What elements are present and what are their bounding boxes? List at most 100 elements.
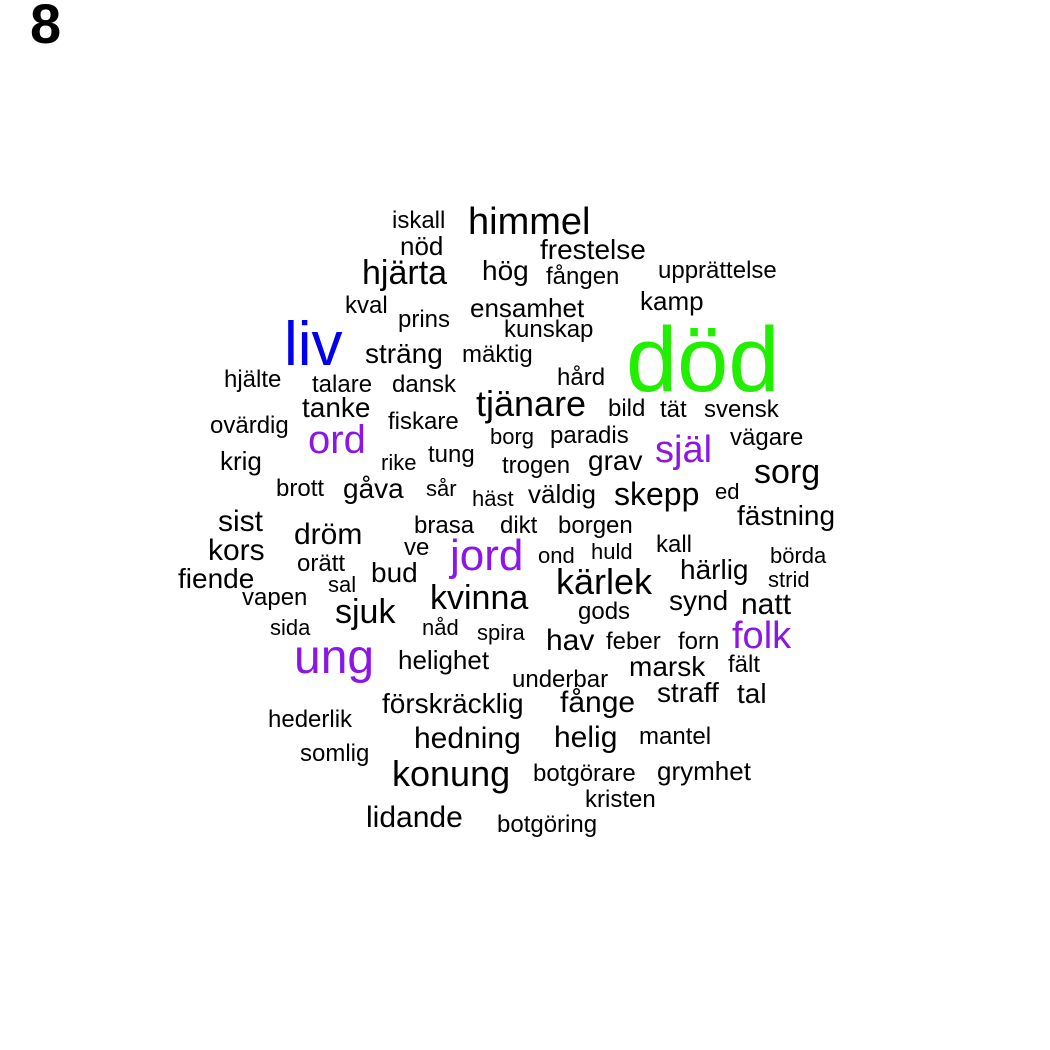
cloud-word: häst: [472, 486, 514, 511]
cloud-word: mäktig: [462, 341, 533, 368]
cloud-word: natt: [741, 588, 792, 621]
cloud-word: börda: [770, 543, 827, 568]
cloud-word: sträng: [365, 338, 443, 369]
cloud-word: bild: [608, 395, 646, 422]
cloud-word: helig: [554, 721, 618, 754]
cloud-word: ond: [538, 543, 575, 568]
cloud-word: hav: [546, 624, 595, 657]
cloud-word: kamp: [640, 286, 704, 316]
cloud-word: konung: [392, 753, 511, 794]
cloud-word: fält: [728, 651, 761, 678]
cloud-word: marsk: [629, 651, 706, 682]
cloud-word: helighet: [398, 645, 490, 675]
cloud-word: ensamhet: [470, 293, 585, 323]
cloud-word: mantel: [639, 723, 712, 750]
cloud-word: sår: [426, 476, 457, 501]
cloud-word: fästning: [737, 500, 836, 531]
cloud-word: liv: [284, 310, 343, 379]
panel-label: 8: [30, 0, 62, 55]
cloud-word: ord: [308, 418, 366, 462]
cloud-word: fången: [546, 263, 620, 290]
cloud-word: upprättelse: [658, 257, 777, 284]
cloud-word: tjänare: [476, 383, 587, 424]
cloud-word: kunskap: [504, 316, 594, 343]
cloud-word: hög: [482, 255, 529, 286]
cloud-word: paradis: [550, 422, 629, 449]
cloud-word: himmel: [468, 201, 591, 243]
cloud-word: hård: [557, 364, 606, 391]
cloud-word: underbar: [512, 666, 609, 693]
cloud-word: tanke: [302, 392, 371, 423]
cloud-word: ve: [404, 534, 430, 561]
cloud-word: tung: [428, 441, 475, 468]
cloud-word: hjälte: [224, 366, 282, 393]
cloud-word: brasa: [414, 512, 475, 539]
cloud-word: själ: [655, 429, 713, 471]
cloud-word: bud: [371, 557, 418, 588]
cloud-word: härlig: [680, 554, 749, 585]
cloud-word: hjärta: [362, 254, 448, 292]
cloud-word: kvinna: [430, 579, 529, 617]
cloud-word: tal: [737, 678, 767, 709]
cloud-word: vapen: [242, 584, 308, 611]
cloud-word: forn: [678, 628, 720, 655]
cloud-word: grymhet: [657, 756, 751, 786]
cloud-word: dröm: [294, 518, 363, 551]
cloud-word: sjuk: [335, 593, 396, 631]
cloud-word: folk: [732, 615, 792, 657]
cloud-word: svensk: [704, 396, 779, 423]
cloud-word: frestelse: [540, 234, 646, 265]
cloud-word: jord: [450, 531, 524, 580]
cloud-word: orätt: [297, 550, 346, 577]
cloud-word: ed: [715, 479, 740, 504]
cloud-word: kall: [656, 531, 693, 558]
cloud-word: rike: [381, 450, 417, 475]
cloud-word: krig: [220, 446, 262, 476]
cloud-word: väldig: [528, 479, 596, 509]
cloud-word: hedning: [414, 722, 521, 755]
cloud-word: ung: [294, 631, 375, 684]
cloud-word: död: [626, 309, 780, 411]
cloud-word: ovärdig: [210, 412, 289, 439]
cloud-word: borg: [490, 424, 535, 449]
cloud-word: talare: [312, 371, 373, 398]
cloud-word: vägare: [730, 424, 804, 451]
cloud-word: sorg: [754, 453, 821, 491]
cloud-word: skepp: [614, 476, 700, 512]
cloud-word: tät: [660, 396, 687, 423]
cloud-word: feber: [606, 628, 661, 655]
cloud-word: fånge: [560, 686, 636, 719]
cloud-word: iskall: [392, 207, 446, 234]
cloud-word: grav: [588, 445, 643, 476]
cloud-word: trogen: [502, 452, 571, 479]
cloud-word: kärlek: [556, 561, 653, 602]
cloud-word: kors: [208, 534, 265, 567]
cloud-word: nåd: [422, 615, 459, 640]
cloud-word: dansk: [392, 371, 457, 398]
cloud-word: nöd: [400, 231, 444, 261]
cloud-word: spira: [477, 620, 525, 645]
cloud-word: sal: [328, 572, 357, 597]
cloud-word: sist: [218, 505, 263, 538]
cloud-word: huld: [591, 539, 633, 564]
cloud-word: förskräcklig: [382, 688, 524, 719]
cloud-word: synd: [669, 585, 729, 616]
cloud-word: dikt: [500, 512, 538, 539]
cloud-word: kristen: [585, 786, 656, 813]
cloud-word: gods: [578, 598, 631, 625]
cloud-word: lidande: [366, 801, 463, 834]
cloud-word: borgen: [558, 512, 633, 539]
cloud-word: botgöring: [497, 811, 598, 838]
cloud-word: brott: [276, 475, 325, 502]
cloud-word: somlig: [300, 740, 370, 767]
cloud-word: hederlik: [268, 706, 353, 733]
cloud-word: sida: [270, 615, 311, 640]
cloud-word: straff: [657, 677, 719, 708]
cloud-word: prins: [398, 306, 451, 333]
cloud-word: strid: [768, 567, 810, 592]
cloud-word: gåva: [343, 473, 404, 504]
cloud-word: fiskare: [388, 408, 459, 435]
cloud-word: botgörare: [533, 760, 636, 787]
cloud-word: kval: [345, 292, 388, 319]
